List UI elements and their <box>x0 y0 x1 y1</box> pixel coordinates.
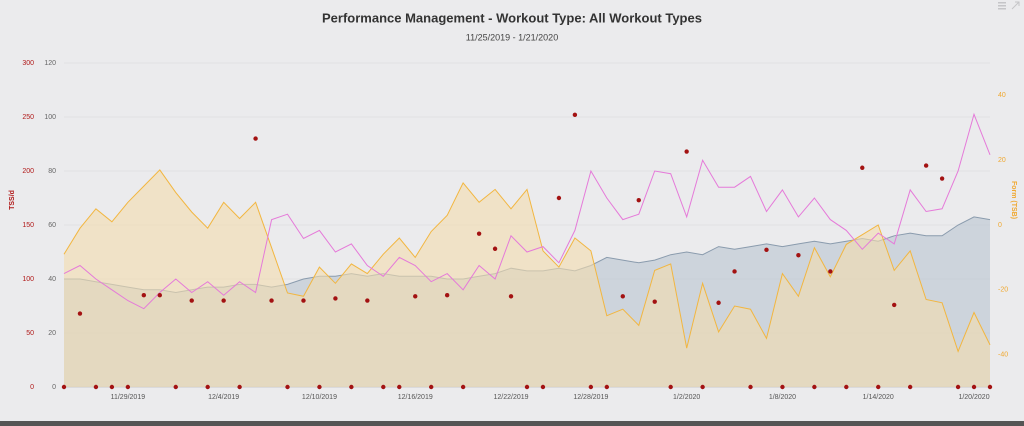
dot <box>205 384 210 390</box>
dot <box>700 384 705 390</box>
dot <box>109 384 115 390</box>
dot <box>460 384 466 390</box>
dot <box>716 300 721 305</box>
x-tick-label: 1/2/2020 <box>673 394 700 401</box>
dot <box>508 294 514 299</box>
dot <box>892 302 897 308</box>
x-tick-label: 12/22/2019 <box>494 394 529 401</box>
y3-tick-label: 40 <box>48 276 56 283</box>
dot <box>652 299 657 304</box>
dot <box>732 269 737 274</box>
dot <box>253 136 258 141</box>
dot <box>237 384 242 390</box>
dot <box>844 384 849 390</box>
dot <box>221 298 226 303</box>
dot <box>492 246 498 251</box>
y-axis-title: TSS/d <box>9 190 16 210</box>
y-tick-label: 50 <box>26 330 34 337</box>
dot <box>317 384 322 390</box>
y3-tick-label: 60 <box>48 222 56 229</box>
y-tick-label: 150 <box>22 222 34 229</box>
dot <box>684 149 689 154</box>
line <box>63 112 991 310</box>
dot <box>764 247 769 253</box>
y3-tick-label: 120 <box>44 60 56 67</box>
dot <box>923 163 929 168</box>
y2-tick-label: 20 <box>998 157 1006 164</box>
dot <box>588 384 594 390</box>
dot <box>620 294 625 299</box>
y-tick-label: 250 <box>22 114 34 121</box>
y2-axis-title: Form (TSB) <box>1010 181 1017 219</box>
y-tick-label: 200 <box>22 168 34 175</box>
bottom-bar <box>0 421 1024 426</box>
dot <box>125 384 131 390</box>
dot <box>476 231 482 236</box>
dot <box>780 384 785 390</box>
dot <box>540 384 546 390</box>
y3-tick-label: 100 <box>44 114 56 121</box>
dot <box>668 384 673 390</box>
dot <box>796 253 801 258</box>
y-tick-label: 100 <box>22 276 34 283</box>
x-tick-label: 12/10/2019 <box>302 394 337 401</box>
y2-tick-label: -40 <box>998 351 1008 358</box>
chart-subtitle: 11/25/2019 - 1/21/2020 <box>466 32 558 42</box>
y3-tick-label: 20 <box>48 330 56 337</box>
dot <box>828 269 833 274</box>
y-tick-label: 0 <box>30 384 34 391</box>
x-tick-label: 1/14/2020 <box>863 394 894 401</box>
chart-title: Performance Management - Workout Type: A… <box>322 10 702 25</box>
dot <box>636 197 641 203</box>
dot <box>860 165 865 170</box>
y3-tick-label: 80 <box>48 168 56 175</box>
dot <box>556 195 562 201</box>
x-tick-label: 12/28/2019 <box>573 394 608 401</box>
dot <box>987 384 993 390</box>
dot <box>444 293 450 298</box>
y2-tick-label: 0 <box>998 222 1002 229</box>
x-tick-label: 12/16/2019 <box>398 394 433 401</box>
dot <box>349 384 354 390</box>
dot <box>189 298 194 303</box>
dot <box>907 384 913 390</box>
area <box>64 169 990 387</box>
x-tick-label: 1/20/2020 <box>958 394 989 401</box>
dot <box>93 384 99 390</box>
dot <box>524 384 530 390</box>
dot <box>365 298 370 303</box>
dot <box>333 296 338 301</box>
y-tick-label: 300 <box>22 60 34 67</box>
toolbar[interactable] <box>998 1 1020 10</box>
dot <box>812 384 817 390</box>
y2-tick-label: 40 <box>998 92 1006 99</box>
dot <box>876 384 881 390</box>
dot <box>939 176 945 181</box>
dot <box>748 384 753 390</box>
dot <box>141 293 147 298</box>
y3-tick-label: 0 <box>52 384 56 391</box>
dot <box>572 112 578 118</box>
x-tick-label: 1/8/2020 <box>769 394 796 401</box>
x-tick-label: 12/4/2019 <box>208 394 239 401</box>
dot <box>955 384 961 390</box>
dot <box>173 384 178 390</box>
dot <box>604 384 610 390</box>
dot <box>397 384 402 390</box>
dot <box>77 311 83 316</box>
y2-tick-label: -20 <box>998 287 1008 294</box>
x-tick-label: 11/29/2019 <box>111 394 146 401</box>
dot <box>157 293 162 298</box>
dot <box>269 298 274 303</box>
area-line <box>63 169 991 353</box>
dot <box>301 298 306 303</box>
dot <box>61 384 67 390</box>
dot <box>971 384 977 390</box>
dot <box>413 294 418 299</box>
dot <box>429 384 434 390</box>
dot <box>381 384 386 390</box>
dot <box>285 384 290 390</box>
